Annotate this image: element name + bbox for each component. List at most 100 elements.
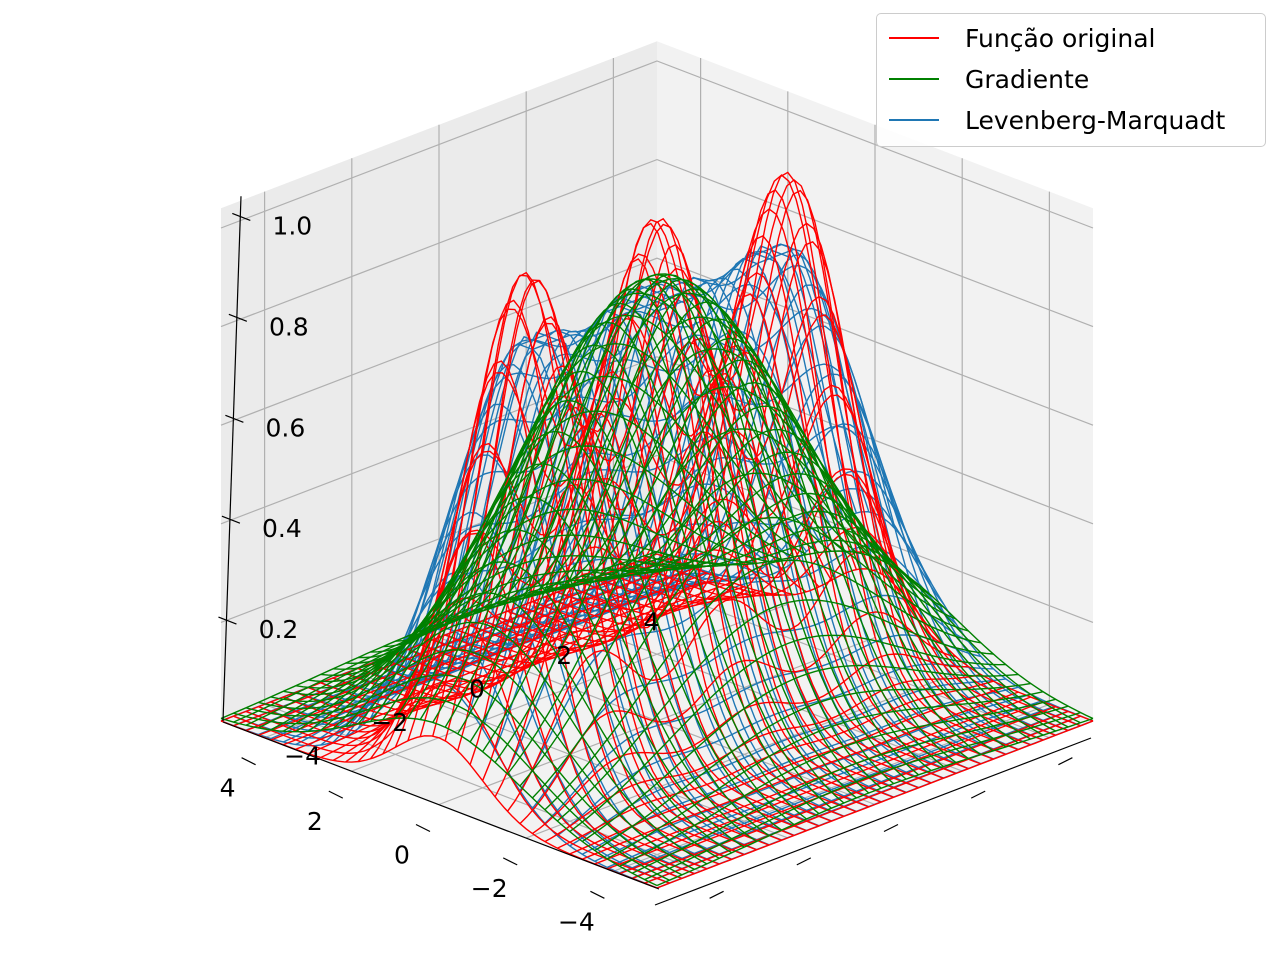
funcao-original-line-y xyxy=(283,360,720,865)
funcao-original-line-x xyxy=(544,673,982,843)
gradiente-line-x xyxy=(569,634,1006,833)
levenberg-marquadt-line-x xyxy=(531,594,969,809)
funcao-original-line-y xyxy=(532,293,969,770)
levenberg-marquadt-line-x xyxy=(581,686,1019,855)
legend-item-funcao-original: Função original xyxy=(889,20,1155,56)
funcao-original-line-y xyxy=(507,372,944,779)
gradiente-line-y xyxy=(644,539,1081,724)
funcao-original-line-x xyxy=(270,572,708,741)
funcao-original-line-y xyxy=(345,364,782,841)
gradiente-line-y xyxy=(520,337,957,764)
funcao-original-line-y xyxy=(606,314,1044,741)
gradiente-line-y xyxy=(656,550,1094,720)
gradiente-line-x xyxy=(581,664,1019,843)
gradiente-line-y xyxy=(557,405,994,752)
y-tick-label: 2 xyxy=(556,641,572,670)
x-tick xyxy=(241,757,256,766)
legend-item-levenberg-marquadt: Levenberg-Marquadt xyxy=(889,102,1225,138)
gradiente-line-y xyxy=(258,649,695,871)
gradiente-line-y xyxy=(495,301,932,772)
x-tick xyxy=(502,857,518,866)
y-tick xyxy=(796,857,812,866)
gradiente-line-x xyxy=(594,682,1031,852)
funcao-original-line-x xyxy=(295,581,732,750)
gradiente-line-x xyxy=(544,559,982,811)
z-tick xyxy=(221,515,241,524)
x-axis-line xyxy=(654,737,1092,906)
funcao-original-line-x xyxy=(283,577,720,746)
gradiente-line-y xyxy=(457,273,895,785)
funcao-original-line-y xyxy=(619,394,1056,736)
z-tick xyxy=(218,616,237,625)
gradiente-line-x xyxy=(556,599,994,822)
legend: Função original Gradiente Levenberg-Marq… xyxy=(876,13,1266,147)
funcao-original-line-x xyxy=(556,680,994,849)
gradiente-line-x xyxy=(220,550,658,720)
y-axis-line xyxy=(222,721,660,890)
x-tick-label: 4 xyxy=(220,774,236,803)
levenberg-marquadt-line-x xyxy=(407,283,845,687)
gradiente-line-x xyxy=(233,554,670,723)
levenberg-marquadt-line-y xyxy=(644,470,1081,727)
gradiente-line-x xyxy=(282,563,720,732)
x-tick-label: −4 xyxy=(558,907,595,936)
gradiente-line-y xyxy=(594,472,1032,740)
legend-label-gradiente: Gradiente xyxy=(965,64,1090,94)
gradiente-line-y xyxy=(370,370,807,820)
gradiente-line-x xyxy=(357,410,795,725)
gradiente-line-y xyxy=(482,288,920,776)
x-tick-label: 2 xyxy=(307,807,323,836)
funcao-original-line-x xyxy=(656,720,1094,889)
gradiente-line-y xyxy=(532,359,969,760)
y-tick xyxy=(970,790,986,799)
z-tick-label: 0.6 xyxy=(266,413,306,442)
z-tick xyxy=(232,212,251,222)
grid-line-z xyxy=(220,356,1094,525)
gradiente-line-x xyxy=(631,705,1069,874)
gradiente-line-x xyxy=(644,711,1081,881)
gradiente-line-y xyxy=(619,510,1056,732)
gradiente-line-x xyxy=(619,698,1056,867)
legend-swatch-blue xyxy=(889,119,939,121)
tick-labels: −4 −2 0 2 4 4 2 0 −2 −4 0.2 0.4 0.6 0.8 1.0 xyxy=(220,211,660,936)
funcao-original-line-x xyxy=(233,558,670,727)
funcao-original-line-y xyxy=(594,240,1031,746)
funcao-original-line-x xyxy=(407,271,845,742)
funcao-original-line-y xyxy=(482,337,919,789)
tick-marks xyxy=(218,212,1073,899)
gradiente-line-y xyxy=(245,674,683,876)
z-tick xyxy=(228,313,248,322)
gradiente-line-y xyxy=(507,318,944,768)
x-tick-label: −2 xyxy=(471,874,508,903)
funcao-original-line-y xyxy=(270,442,708,870)
gradiente-line-x xyxy=(320,508,757,731)
z-tick-label: 0.8 xyxy=(269,312,309,341)
gradiente-line-y xyxy=(544,381,982,756)
legend-label-levenberg-marquadt: Levenberg-Marquadt xyxy=(965,105,1226,135)
x-tick xyxy=(328,790,344,799)
x-tick xyxy=(415,823,431,833)
gradiente-line-y xyxy=(233,696,670,881)
legend-label-funcao-original: Função original xyxy=(965,23,1156,53)
legend-swatch-green xyxy=(889,78,939,80)
funcao-original-line-y xyxy=(582,189,1019,751)
funcao-original-line-x xyxy=(419,208,857,737)
y-tick-label: −4 xyxy=(284,741,321,770)
gradiente-line-y xyxy=(270,621,708,865)
gradiente-line-y xyxy=(470,278,907,780)
gradiente-line-x xyxy=(606,691,1044,860)
funcao-original-line-x xyxy=(481,384,920,781)
funcao-original-line-y xyxy=(258,532,695,875)
y-tick xyxy=(709,890,724,899)
gradiente-line-y xyxy=(220,717,658,887)
gradiente-line-y xyxy=(432,278,870,794)
gradiente-line-x xyxy=(519,472,957,787)
axis-lines xyxy=(222,196,1092,906)
z-tick xyxy=(225,414,244,423)
x-tick xyxy=(590,890,605,899)
funcao-original-line-x xyxy=(258,567,695,736)
y-tick-label: 0 xyxy=(469,675,485,704)
grid-line-z xyxy=(220,454,1094,623)
y-tick-label: 4 xyxy=(643,608,659,637)
funcao-original-line-y xyxy=(432,222,870,808)
